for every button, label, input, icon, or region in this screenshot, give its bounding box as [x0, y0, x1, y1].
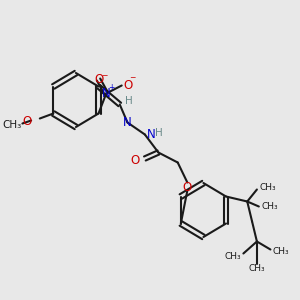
Text: H: H — [154, 128, 162, 137]
Text: O: O — [94, 73, 103, 86]
Text: CH₃: CH₃ — [225, 252, 242, 261]
Text: −: − — [129, 74, 136, 82]
Text: O: O — [23, 115, 32, 128]
Text: O: O — [131, 154, 140, 167]
Text: +: + — [108, 82, 115, 91]
Text: CH₃: CH₃ — [272, 247, 289, 256]
Text: N: N — [123, 116, 132, 129]
Text: O: O — [124, 79, 133, 92]
Text: O: O — [183, 181, 192, 194]
Text: CH₃: CH₃ — [249, 264, 265, 273]
Text: N: N — [102, 87, 111, 100]
Text: −: − — [101, 71, 108, 80]
Text: N: N — [147, 128, 156, 141]
Text: CH₃: CH₃ — [260, 183, 276, 192]
Text: H: H — [124, 97, 132, 106]
Text: CH₃: CH₃ — [2, 119, 22, 130]
Text: CH₃: CH₃ — [262, 202, 278, 211]
